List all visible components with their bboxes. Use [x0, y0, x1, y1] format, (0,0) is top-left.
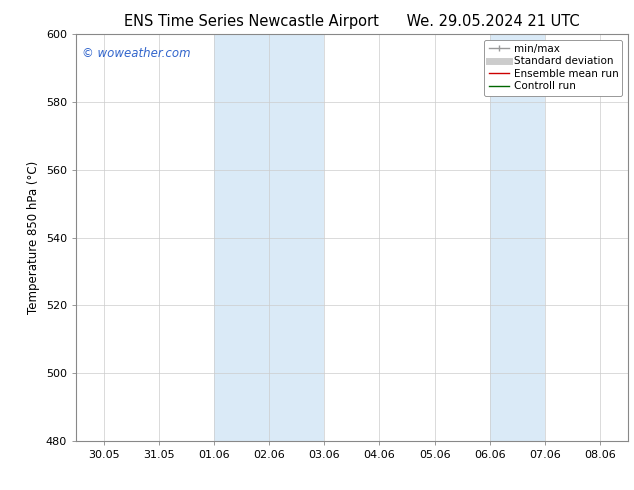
Title: ENS Time Series Newcastle Airport      We. 29.05.2024 21 UTC: ENS Time Series Newcastle Airport We. 29… — [124, 14, 579, 29]
Bar — [214, 34, 324, 441]
Legend: min/max, Standard deviation, Ensemble mean run, Controll run: min/max, Standard deviation, Ensemble me… — [484, 40, 623, 96]
Bar — [489, 34, 545, 441]
Y-axis label: Temperature 850 hPa (°C): Temperature 850 hPa (°C) — [27, 161, 40, 314]
Text: © woweather.com: © woweather.com — [82, 47, 190, 59]
